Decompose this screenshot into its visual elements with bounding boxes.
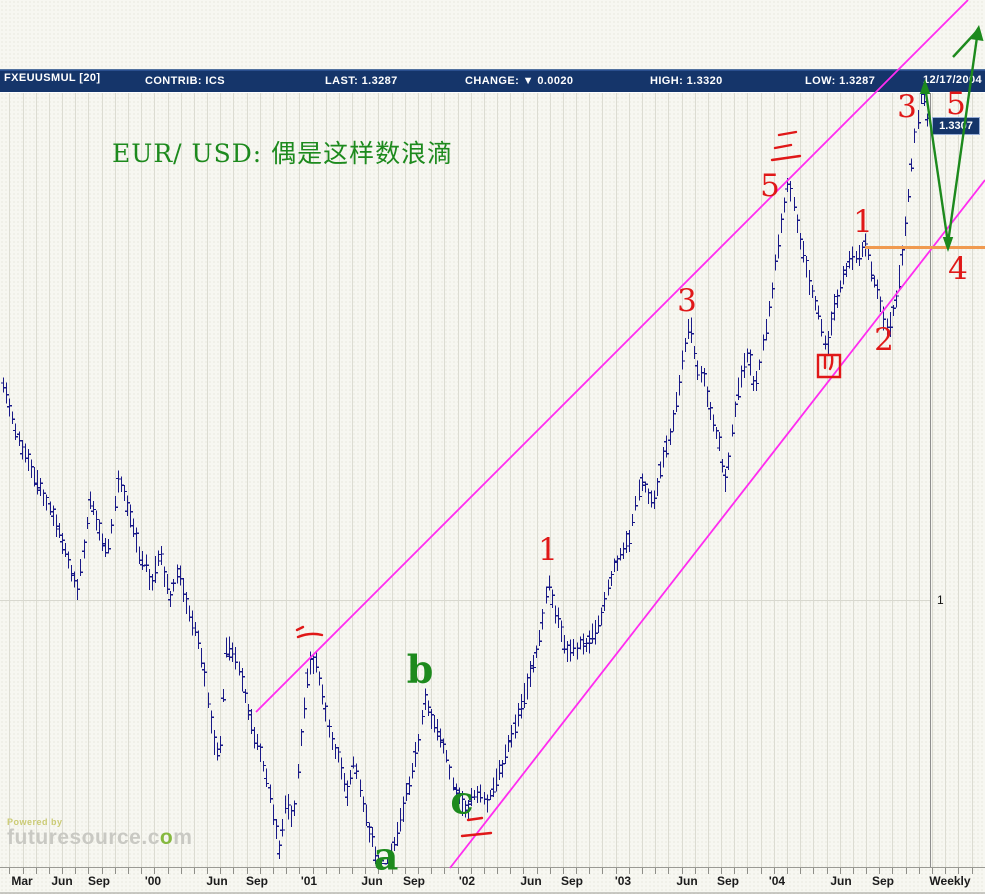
wave-number-label: 3 <box>677 283 697 319</box>
wave-number-label: 1 <box>853 204 873 240</box>
contrib-label: CONTRIB: ICS <box>145 75 225 87</box>
x-axis-label: '01 <box>300 874 318 888</box>
wave-number-label: 1 <box>538 532 558 568</box>
hand-drawn-numeral-四 <box>816 353 842 379</box>
x-axis-label: Jun <box>830 874 852 888</box>
x-axis-label: Sep <box>560 874 584 888</box>
y-axis-tick-label: 1 <box>937 593 944 607</box>
hand-drawn-numeral-一 <box>295 625 324 639</box>
date-label: 12/17/2004 <box>922 74 982 86</box>
hand-drawn-numeral-二 <box>460 816 493 838</box>
vertical-gridlines <box>9 92 985 867</box>
wave-number-label: 2 <box>874 322 894 358</box>
x-axis-label: Sep <box>402 874 426 888</box>
weekly-price-bars <box>1 88 930 865</box>
arrowhead-up-icon <box>919 79 931 94</box>
watermark-powered-by: Powered by <box>7 817 63 827</box>
x-axis-label: '00 <box>144 874 162 888</box>
change-label: CHANGE: ▼ 0.0020 <box>465 75 574 87</box>
high-label: HIGH: 1.3320 <box>650 75 723 87</box>
x-axis-label: Sep <box>871 874 895 888</box>
projection-zigzag-arrow <box>923 29 980 244</box>
x-axis-label: Mar <box>11 874 33 888</box>
axis-tick-marks <box>9 867 985 874</box>
x-axis-label: Jun <box>676 874 698 888</box>
x-axis-label: Weekly <box>929 874 971 888</box>
axis-frame-lines <box>0 867 985 894</box>
chart-title: EUR/ USD: 偶是这样数浪滴 <box>112 139 454 168</box>
wave-number-label: 5 <box>946 86 966 122</box>
x-axis-label: Sep <box>716 874 740 888</box>
hand-drawn-numeral-三 <box>770 130 802 162</box>
abc-wave-label: b <box>406 646 434 692</box>
abc-wave-label: a <box>373 833 399 879</box>
lower-channel-trendline <box>449 179 985 869</box>
wave-number-label: 3 <box>897 89 917 125</box>
symbol-label: FXEUUSMUL [20] <box>4 72 101 84</box>
x-axis-label: Sep <box>87 874 111 888</box>
low-label: LOW: 1.3287 <box>805 75 876 87</box>
x-axis-label: Jun <box>206 874 228 888</box>
watermark-brand: futuresource.com <box>7 826 193 850</box>
x-axis-label: '04 <box>768 874 786 888</box>
watermark-globe-o: o <box>159 826 174 850</box>
x-axis-label: Jun <box>361 874 383 888</box>
x-axis-label: '02 <box>458 874 476 888</box>
upper-channel-trendline <box>255 0 969 713</box>
watermark: Powered by futuresource.com <box>7 817 193 850</box>
x-axis-label: Jun <box>520 874 542 888</box>
x-axis-label: Sep <box>245 874 269 888</box>
quote-header-bar: FXEUUSMUL [20] CONTRIB: ICS LAST: 1.3287… <box>0 69 985 92</box>
abc-wave-label: c <box>450 777 474 823</box>
arrowhead-down-icon <box>942 237 954 252</box>
arrowhead-up-right-icon <box>970 25 984 41</box>
x-axis-label: '03 <box>614 874 632 888</box>
wave-number-label: 5 <box>760 168 780 204</box>
wave-number-label: 4 <box>948 251 968 287</box>
last-price-label: LAST: 1.3287 <box>325 75 398 87</box>
x-axis-label: Jun <box>51 874 73 888</box>
